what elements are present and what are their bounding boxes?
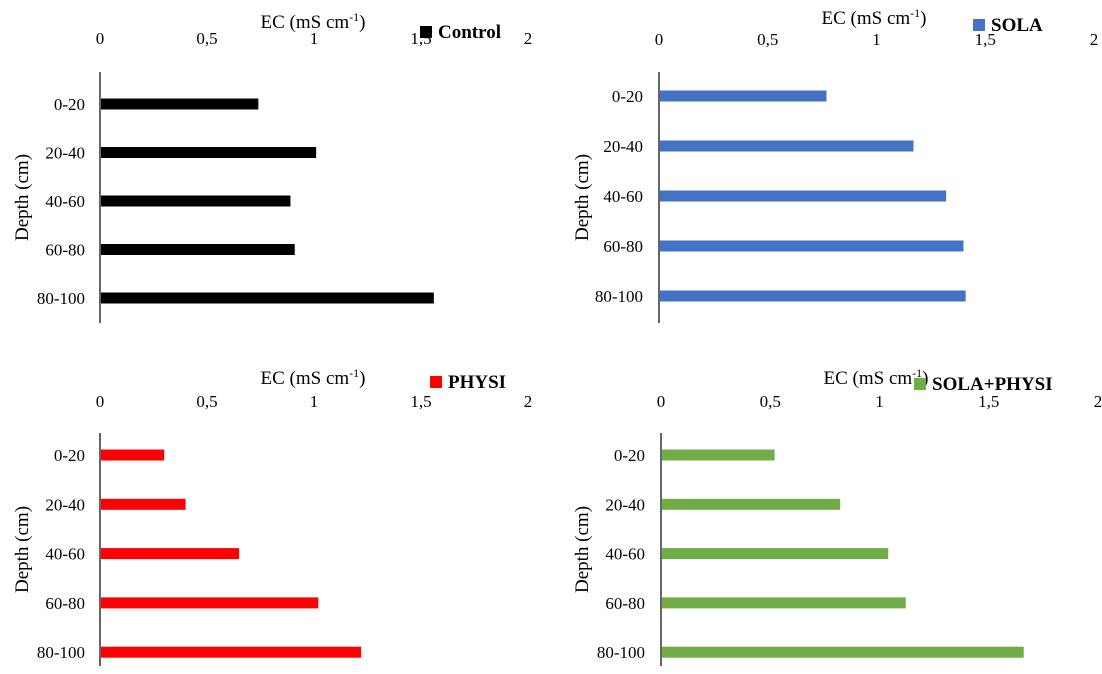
bar-0-20: [662, 449, 775, 461]
category-label: 0-20: [54, 95, 85, 114]
category-label: 40-60: [603, 187, 643, 206]
x-tick-label: 0,5: [196, 29, 217, 48]
chart-panel-4: EC (mS cm-1)SOLA+PHYSI 0 0,5 1 1,5 2 Depth (cm…: [572, 366, 1102, 666]
x-tick-label: 2: [1094, 392, 1102, 411]
chart-panel-3: EC (mS cm-1) PHYSI 0 0,5 1 1,5 2 Depth (cm) 0-20…: [12, 366, 532, 666]
bar-40-60: [662, 548, 889, 560]
category-label: 60-80: [603, 237, 643, 256]
x-tick-label: 0: [96, 29, 105, 48]
bar-20-40: [662, 498, 841, 510]
category-label: 20-40: [603, 137, 643, 156]
x-tick-label: 0,5: [757, 30, 778, 49]
x-tick-label: 1,5: [978, 392, 999, 411]
legend-label: SOLA+PHYSI: [932, 374, 1053, 395]
x-tick-label: 1,5: [410, 392, 431, 411]
category-label: 40-60: [605, 545, 645, 564]
bar-80-100: [662, 646, 1024, 658]
x-tick-label: 0: [96, 392, 105, 411]
x-tick-label: 1: [872, 30, 881, 49]
bar-80-100: [101, 292, 434, 304]
category-label: 20-40: [45, 495, 85, 514]
category-label: 0-20: [612, 87, 643, 106]
bar-20-40: [660, 140, 914, 152]
x-tick-label: 0,5: [196, 392, 217, 411]
chart-panel-2: EC (mS cm-1) SOLA 0 0,5 1 1,5 2 Depth (cm) 0-20 2…: [572, 6, 1098, 323]
category-label: 80-100: [595, 287, 643, 306]
legend-label: Control: [438, 22, 501, 43]
category-label: 60-80: [45, 594, 85, 613]
x-tick-label: 1: [875, 392, 884, 411]
bar-0-20: [660, 90, 827, 102]
y-axis-label: Depth (cm): [572, 154, 593, 241]
y-axis-label: Depth (cm): [12, 506, 33, 593]
x-tick-label: 0: [657, 392, 666, 411]
bar-60-80: [660, 240, 964, 252]
x-tick-label: 0: [655, 30, 664, 49]
legend-label: PHYSI: [448, 372, 506, 393]
category-label: 0-20: [54, 446, 85, 465]
category-label: 20-40: [605, 495, 645, 514]
category-label: 40-60: [45, 192, 85, 211]
bar-40-60: [660, 190, 947, 202]
bar-60-80: [101, 597, 319, 609]
bar-0-20: [101, 98, 259, 110]
category-label: 80-100: [37, 289, 85, 308]
legend-swatch: [914, 378, 926, 390]
bar-0-20: [101, 449, 165, 461]
chart-panel-1: EC (mS cm-1) Control 0 0,5 1 1,5 2 Depth (cm) 0-…: [12, 10, 532, 323]
bar-60-80: [662, 597, 906, 609]
x-tick-label: 2: [524, 392, 533, 411]
x-axis-label: EC (mS cm-1): [822, 6, 927, 29]
bar-60-80: [101, 244, 295, 255]
x-tick-label: 1: [310, 392, 319, 411]
x-axis-label: EC (mS cm-1): [261, 366, 366, 389]
y-axis-label: Depth (cm): [12, 154, 33, 241]
category-label: 20-40: [45, 144, 85, 163]
bar-20-40: [101, 147, 317, 158]
category-label: 80-100: [37, 643, 85, 662]
bar-20-40: [101, 498, 186, 510]
category-label: 60-80: [45, 241, 85, 260]
bar-80-100: [660, 290, 966, 302]
bar-40-60: [101, 195, 291, 207]
x-tick-label: 2: [1090, 30, 1099, 49]
bar-40-60: [101, 548, 240, 560]
category-label: 80-100: [597, 643, 645, 662]
x-tick-label: 1: [310, 29, 319, 48]
legend-swatch: [420, 26, 432, 38]
category-label: 40-60: [45, 545, 85, 564]
x-tick-label: 2: [524, 29, 533, 48]
y-axis-label: Depth (cm): [572, 506, 593, 593]
x-tick-label: 1,5: [975, 30, 996, 49]
legend-swatch: [430, 376, 442, 388]
legend-swatch: [973, 19, 985, 31]
x-axis-label: EC (mS cm-1): [824, 366, 929, 389]
x-axis-label: EC (mS cm-1): [261, 10, 366, 33]
x-tick-label: 0,5: [760, 392, 781, 411]
x-tick-label: 1,5: [410, 29, 431, 48]
category-label: 60-80: [605, 594, 645, 613]
category-label: 0-20: [614, 446, 645, 465]
legend-label: SOLA: [991, 15, 1043, 36]
bar-80-100: [101, 646, 362, 658]
